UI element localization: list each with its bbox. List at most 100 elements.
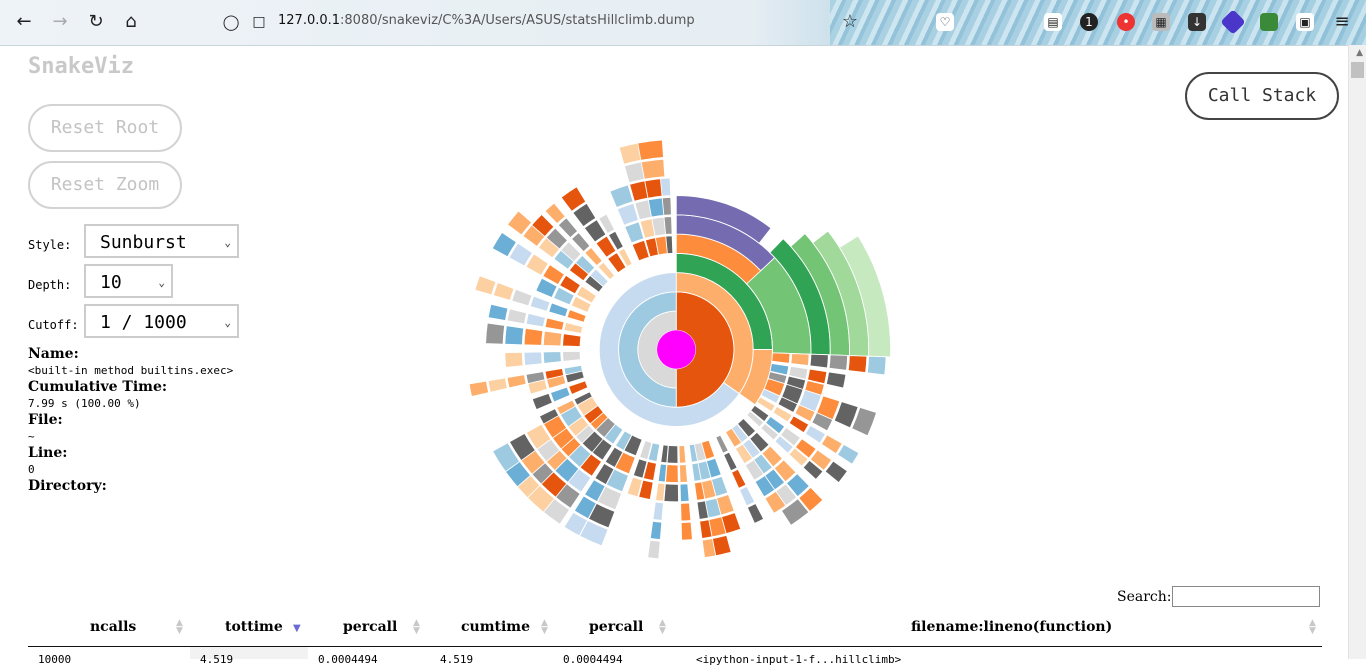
sunburst-segment[interactable] <box>769 362 790 376</box>
sunburst-segment[interactable] <box>760 422 780 441</box>
sunburst-segment[interactable] <box>597 261 616 281</box>
sunburst-segment[interactable] <box>573 495 597 520</box>
sunburst-segment[interactable] <box>824 460 849 484</box>
sunburst-segment[interactable] <box>506 308 528 325</box>
sunburst-segment[interactable] <box>549 386 571 403</box>
sunburst-segment[interactable] <box>655 482 666 502</box>
sunburst-segment[interactable] <box>696 500 709 520</box>
sunburst-segment[interactable] <box>649 520 663 541</box>
sunburst-segment[interactable] <box>851 406 878 437</box>
sunburst-segment[interactable] <box>562 350 582 362</box>
sunburst-segment[interactable] <box>772 405 793 423</box>
sunburst-segment[interactable] <box>785 472 811 498</box>
sunburst-segment[interactable] <box>777 396 799 414</box>
sunburst-segment[interactable] <box>638 479 654 501</box>
sunburst-segment[interactable] <box>736 417 757 438</box>
sunburst-segment[interactable] <box>583 479 606 503</box>
sunburst-segment[interactable] <box>560 241 582 263</box>
sunburst-segment[interactable] <box>487 377 508 393</box>
sunburst-segment[interactable] <box>809 353 829 369</box>
sunburst-segment[interactable] <box>820 434 843 455</box>
sunburst-segment[interactable] <box>511 288 533 307</box>
sunburst-segment[interactable] <box>506 374 527 389</box>
sunburst-segment[interactable] <box>647 539 661 560</box>
sunburst-segment[interactable] <box>545 227 569 250</box>
sunburst-segment[interactable] <box>794 404 816 423</box>
sunburst-segment[interactable] <box>788 365 809 380</box>
style-select[interactable]: Sunburst ⌄ <box>84 224 239 258</box>
sunburst-segment[interactable] <box>631 239 650 262</box>
sunburst-segment[interactable] <box>506 210 533 236</box>
sunburst-segment[interactable] <box>525 423 552 450</box>
sunburst-segment[interactable] <box>632 458 648 479</box>
sunburst-segment[interactable] <box>572 202 597 228</box>
sunburst-segment[interactable] <box>559 274 581 295</box>
sunburst-segment[interactable] <box>638 440 653 461</box>
sunburst-segment[interactable] <box>666 444 679 464</box>
reset-root-button[interactable]: Reset Root <box>28 104 182 152</box>
back-arrow-icon[interactable]: ← <box>16 11 32 32</box>
cutoff-select[interactable]: 1 / 1000 ⌄ <box>84 304 239 338</box>
home-icon[interactable]: ⌂ <box>125 11 137 32</box>
sunburst-segment[interactable] <box>575 285 597 304</box>
sunburst-segment[interactable] <box>617 247 633 268</box>
sunburst-segment[interactable] <box>614 430 633 452</box>
sunburst-segment[interactable] <box>538 407 560 425</box>
sunburst-segment[interactable] <box>563 364 583 376</box>
sunburst-segment[interactable] <box>583 219 607 243</box>
sunburst-segment[interactable] <box>595 235 617 259</box>
sunburst-segment[interactable] <box>699 519 713 540</box>
sort-desc-icon[interactable]: ▼ <box>293 623 301 634</box>
sunburst-segment[interactable] <box>594 462 615 486</box>
sunburst-segment[interactable] <box>659 177 672 197</box>
sunburst-segment[interactable] <box>764 415 786 435</box>
sunburst-segment[interactable] <box>804 424 827 444</box>
sunburst-segment[interactable] <box>723 451 738 472</box>
sunburst-segment[interactable] <box>756 396 776 413</box>
sunburst-segment[interactable] <box>523 327 544 346</box>
shield-icon[interactable]: ◯ <box>222 13 240 31</box>
sunburst-segment[interactable] <box>544 367 565 380</box>
sunburst-segment[interactable] <box>847 355 868 374</box>
sunburst-segment[interactable] <box>761 445 784 468</box>
sunburst-segment[interactable] <box>866 355 887 376</box>
sunburst-segment[interactable] <box>738 485 756 507</box>
sunburst-segment[interactable] <box>749 431 770 453</box>
sunburst-segment[interactable] <box>570 231 591 253</box>
url-bar[interactable]: 127.0.0.1:8080/snakeviz/C%3A/Users/ASUS/… <box>278 13 695 28</box>
sunburst-segment[interactable] <box>525 312 546 328</box>
sunburst-segment[interactable] <box>734 443 754 465</box>
sort-icon[interactable]: ▲ ▼ <box>659 618 666 636</box>
sunburst-segment[interactable] <box>663 216 673 235</box>
sunburst-segment[interactable] <box>773 459 797 483</box>
sunburst-segment[interactable] <box>563 321 584 334</box>
sunburst-segment[interactable] <box>730 468 747 489</box>
sunburst-segment[interactable] <box>640 158 666 180</box>
sunburst-segment[interactable] <box>535 277 558 299</box>
reset-zoom-button[interactable]: Reset Zoom <box>28 161 182 209</box>
sunburst-segment[interactable] <box>675 195 772 244</box>
sunburst-segment[interactable] <box>701 538 717 559</box>
sunburst-segment[interactable] <box>788 415 810 434</box>
scroll-up-icon[interactable]: ▲ <box>1356 48 1363 58</box>
sunburst-segment[interactable] <box>833 401 859 429</box>
sunburst-segment[interactable] <box>557 217 579 239</box>
reader-icon[interactable]: ▤ <box>1044 13 1062 31</box>
sunburst-segment[interactable] <box>807 368 828 385</box>
sunburst-segment[interactable] <box>566 308 587 323</box>
download-icon[interactable]: ↓ <box>1188 13 1206 31</box>
sort-icon[interactable]: ▲ ▼ <box>541 618 548 636</box>
column-tottime[interactable]: tottime <box>225 619 283 635</box>
sunburst-segment[interactable] <box>746 410 765 428</box>
sunburst-segment[interactable] <box>798 486 824 513</box>
sunburst-segment[interactable] <box>746 502 765 525</box>
sunburst-segment[interactable] <box>771 352 791 364</box>
sunburst-segment[interactable] <box>607 251 627 274</box>
search-input[interactable] <box>1172 586 1320 607</box>
page-scrollbar[interactable] <box>1348 45 1366 659</box>
sunburst-segment[interactable] <box>624 221 645 244</box>
sunburst-segment[interactable] <box>562 333 582 347</box>
sunburst-segment[interactable] <box>642 460 657 482</box>
sunburst-segment[interactable] <box>542 351 562 364</box>
sunburst-segment[interactable] <box>570 295 592 313</box>
